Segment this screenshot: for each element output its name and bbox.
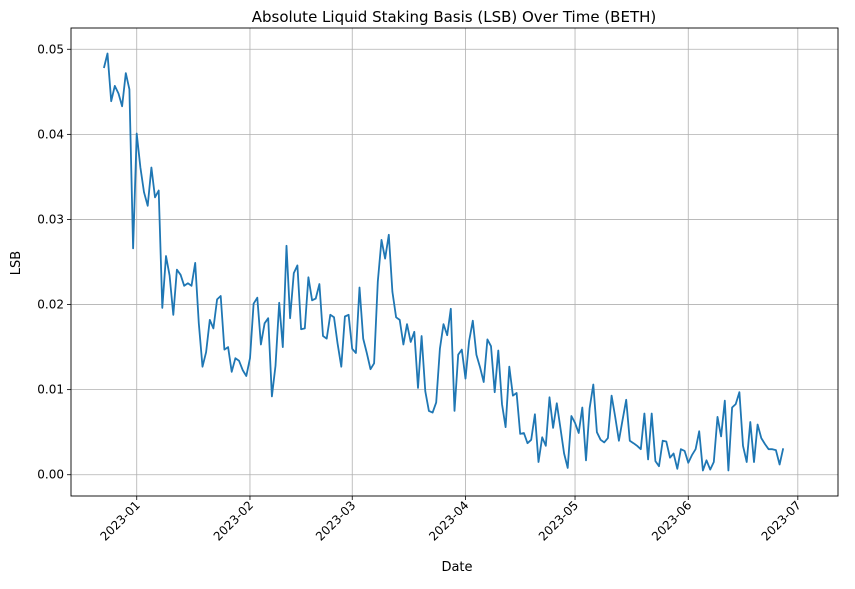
y-tick-label: 0.04 (37, 127, 64, 141)
plot-frame (70, 27, 839, 497)
x-tick-label: 2023-07 (759, 498, 804, 543)
x-tick-label: 2023-01 (98, 498, 143, 543)
y-tick-label: 0.05 (37, 42, 64, 56)
y-tick-label: 0.01 (37, 383, 64, 397)
lsb-series-line (103, 52, 785, 472)
grid-lines (71, 28, 838, 496)
x-tick-label: 2023-02 (211, 498, 256, 543)
y-axis-label: LSB (9, 251, 24, 275)
y-tick-label: 0.00 (37, 468, 64, 482)
x-tick-label: 2023-04 (426, 498, 471, 543)
x-tick-label: 2023-05 (536, 498, 581, 543)
y-tick-label: 0.02 (37, 298, 64, 312)
axis-ticks: 0.00 0.01 0.02 0.03 0.04 0.05 2023-01 2023-02 20… (37, 42, 804, 543)
x-tick-label: 2023-06 (649, 498, 694, 543)
y-tick-label: 0.03 (37, 212, 64, 226)
chart-title: Absolute Liquid Staking Basis (LSB) Over… (252, 8, 657, 26)
x-axis-label: Date (441, 560, 472, 575)
x-tick-label: 2023-03 (313, 498, 358, 543)
